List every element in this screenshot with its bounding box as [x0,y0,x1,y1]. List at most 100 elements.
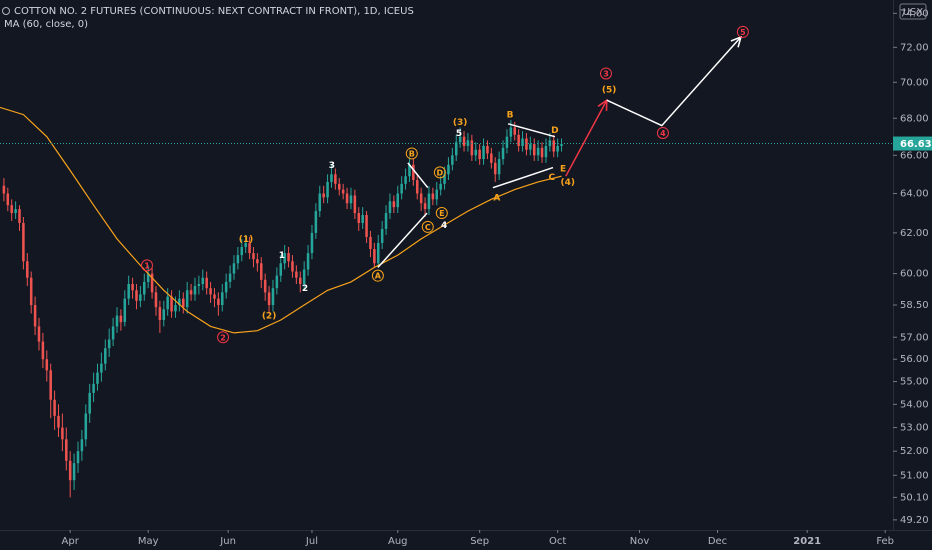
candle-body [240,246,244,256]
last-price-box [893,136,932,151]
candle-body [415,180,419,194]
candle-body [474,149,478,156]
candle-body [201,277,205,284]
candle-body [57,415,60,428]
candle-body [314,211,318,233]
candle-body [72,463,76,481]
y-tick-label: 72.00 [900,42,929,53]
candle-body [376,242,380,264]
candle-body [2,185,6,194]
wave-label: 4 [660,129,666,138]
candle-body [291,261,294,272]
candle-body [61,427,64,440]
candle-body [166,296,169,310]
candle-body [466,140,470,146]
y-tick-label: 55.00 [900,377,929,388]
candle-body [115,315,119,327]
candle-body [275,275,279,289]
candle-body [158,307,162,320]
candle-body [431,193,435,200]
candle-body [232,263,236,274]
y-tick-label: 53.00 [900,423,929,434]
candle-body [388,201,392,214]
candle-body [197,283,201,287]
candle-body [224,281,228,293]
candle-body [244,242,247,247]
candle-body [306,253,310,270]
candle-body [185,290,189,308]
candle-body [552,140,556,152]
wave-line [565,100,607,177]
candle-body [236,255,240,264]
wave-label-circle [599,67,612,80]
candle-body [408,164,411,177]
candle-body [478,149,481,160]
candle-body [205,277,208,289]
candle-body [458,136,462,143]
candle-body [29,277,33,306]
y-tick-label: 62.00 [900,228,929,239]
candle-body [525,138,528,150]
wave-label: E [560,165,566,175]
candle-body [298,277,302,284]
candle-body [174,305,177,312]
wave-line [377,212,428,268]
candle-body [396,193,400,208]
candle-body [127,283,130,299]
wave-label: 5 [740,28,746,37]
candle-body [326,181,329,198]
moving-average [0,106,562,334]
wave-label-circle [371,269,384,282]
candle-body [310,232,314,254]
candle-body [493,162,497,175]
candle-body [119,315,123,323]
candle-body [536,147,540,156]
candle-body [267,292,271,306]
x-tick-label: Nov [630,536,650,547]
candle-body [135,290,138,301]
candle-body [45,359,49,371]
wave-label: 1 [144,261,150,270]
candle-body [170,296,173,312]
y-tick-label: 74.00 [900,8,929,19]
candle-body [252,253,255,260]
candle-body [357,213,361,223]
y-tick-label: 60.00 [900,269,929,280]
wave-label: (1) [239,235,254,245]
candle-body [279,263,283,276]
candle-body [334,174,337,184]
candle-body [41,341,45,360]
candle-body [111,326,115,340]
wave-label: 4 [441,221,447,231]
y-tick-label: 54.00 [900,399,929,410]
wave-label: C [548,173,555,183]
candle-body [443,174,446,184]
candle-body [139,294,142,301]
wave-label-circle [405,147,418,160]
currency: USX [903,7,924,18]
candle-body [529,144,532,150]
wave-label-circle [421,220,434,233]
y-tick-label: 49.20 [900,515,929,526]
currency-box[interactable] [899,3,927,20]
wave-label: 1 [279,251,285,261]
x-tick-label: 2021 [793,536,821,547]
candle-body [283,253,286,264]
wave-label: (2) [262,312,277,322]
candle-body [482,145,485,160]
candle-body [189,290,193,295]
wave-label: A [493,193,500,203]
candle-body [322,193,325,198]
candle-body [84,413,88,440]
candle-body [96,372,99,384]
wave-label: E [439,209,444,218]
candle-body [65,439,68,461]
candle-body [260,263,263,280]
wave-line [492,166,554,189]
candle-body [22,222,25,262]
candle-body [100,363,103,373]
wave-label: A [375,272,382,281]
y-tick-label: 52.00 [900,446,929,457]
